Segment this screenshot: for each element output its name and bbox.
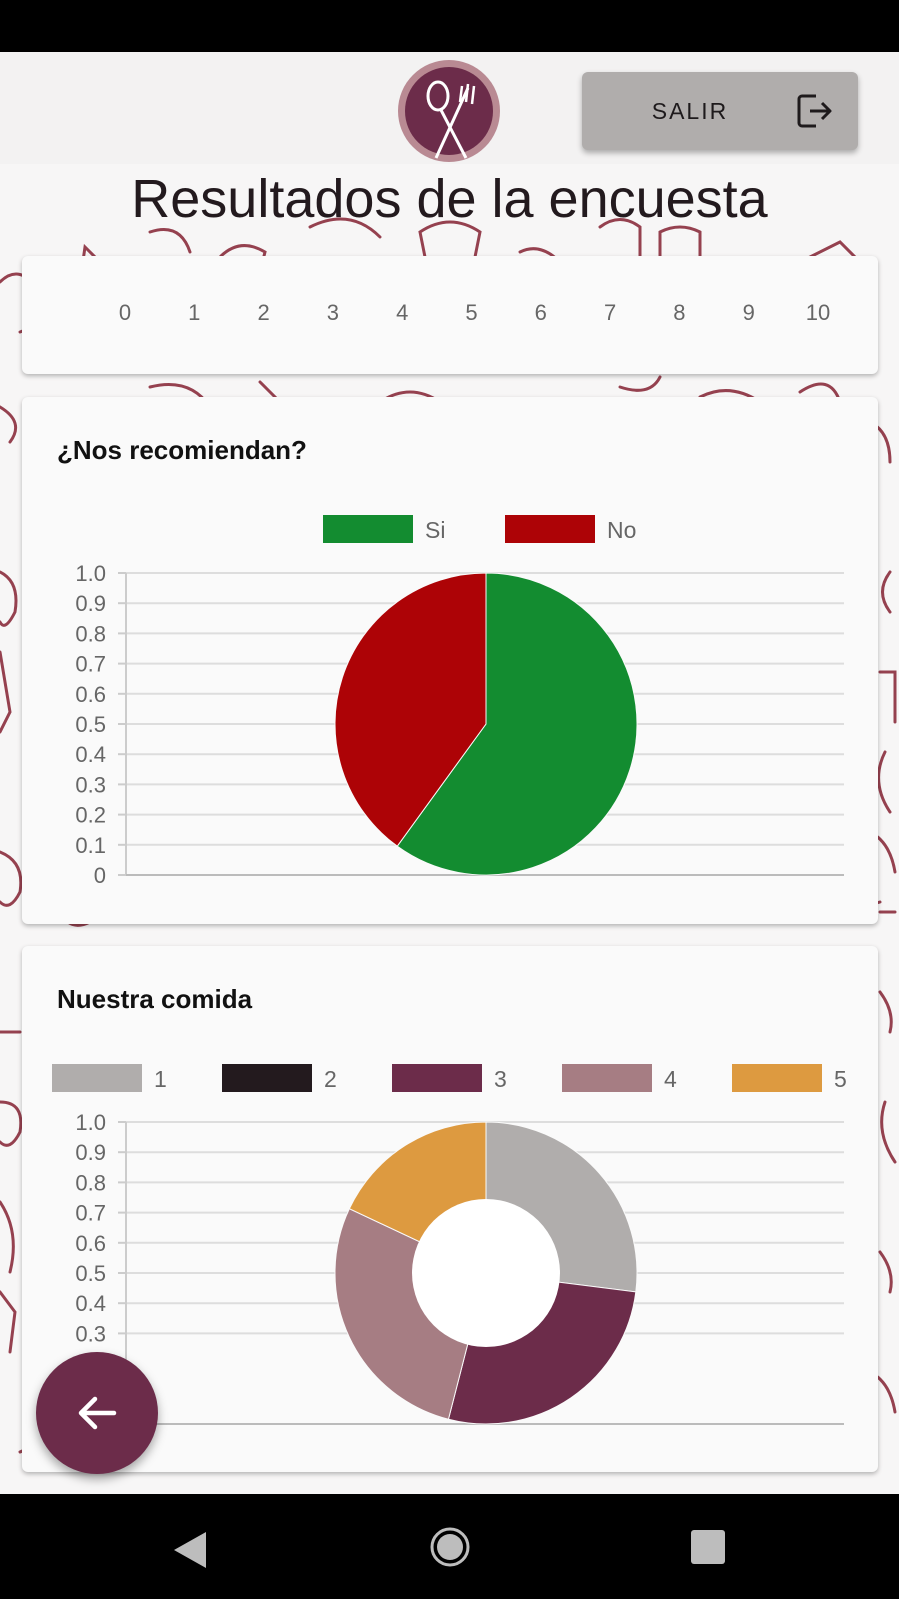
- legend-label-No: No: [607, 517, 636, 543]
- legend-label-Si: Si: [425, 517, 445, 543]
- legend-swatch-Si: [323, 515, 413, 543]
- y-tick-label: 0.1: [75, 833, 106, 858]
- page-title: Resultados de la encuesta: [0, 168, 899, 230]
- legend-swatch-5: [732, 1064, 822, 1092]
- x-tick-label: 0: [119, 300, 131, 325]
- exit-button[interactable]: SALIR: [582, 72, 858, 150]
- partial-chart-svg: 0 1 2 3 4 5 6 7 8 9 10: [22, 256, 878, 374]
- x-tick-label: 3: [327, 300, 339, 325]
- fork-spoon-logo-icon: [396, 58, 502, 164]
- legend-swatch-No: [505, 515, 595, 543]
- nav-back-icon[interactable]: [172, 1530, 208, 1570]
- y-tick-label: 1.0: [75, 561, 106, 586]
- status-bar: [0, 0, 899, 52]
- legend-label-1: 1: [154, 1066, 167, 1092]
- y-tick-label: 0.5: [75, 712, 106, 737]
- recommend-chart: Si No 1.0 0.9 0.8 0.7 0.6 0.5 0.4 0.3 0.2 0.1 0: [22, 397, 878, 924]
- y-tick-label: 0.2: [75, 803, 106, 828]
- y-tick-label: 0.8: [75, 1170, 106, 1195]
- card-recommend: ¿Nos recomiendan? Si No 1.0 0.9 0.8 0.7 0.6 0.5…: [22, 397, 878, 924]
- y-tick-label: 0.7: [75, 1201, 106, 1226]
- y-tick-label: 0.3: [75, 1321, 106, 1346]
- legend-label-2: 2: [324, 1066, 337, 1092]
- donut-hole: [412, 1199, 560, 1347]
- y-tick-label: 0.4: [75, 742, 106, 767]
- back-fab-button[interactable]: [36, 1352, 158, 1474]
- x-tick-label: 9: [743, 300, 755, 325]
- nav-recent-icon[interactable]: [691, 1530, 725, 1564]
- exit-button-label: SALIR: [652, 98, 728, 125]
- x-tick-label: 6: [535, 300, 547, 325]
- y-tick-label: 0.6: [75, 1231, 106, 1256]
- legend-swatch-2: [222, 1064, 312, 1092]
- legend-swatch-3: [392, 1064, 482, 1092]
- logout-icon: [796, 92, 834, 130]
- y-tick-label: 0.5: [75, 1261, 106, 1286]
- y-tick-label: 0.7: [75, 652, 106, 677]
- x-tick-label: 10: [806, 300, 830, 325]
- arrow-back-icon: [74, 1390, 120, 1436]
- y-tick-label: 0: [94, 863, 106, 888]
- legend-label-3: 3: [494, 1066, 507, 1092]
- y-tick-label: 0.6: [75, 682, 106, 707]
- legend-label-5: 5: [834, 1066, 847, 1092]
- x-tick-label: 2: [257, 300, 269, 325]
- y-tick-label: 0.3: [75, 772, 106, 797]
- x-tick-label: 4: [396, 300, 408, 325]
- card-partial-chart: 0 1 2 3 4 5 6 7 8 9 10: [22, 256, 878, 374]
- x-tick-label: 8: [673, 300, 685, 325]
- legend-swatch-4: [562, 1064, 652, 1092]
- x-tick-label: 5: [465, 300, 477, 325]
- y-tick-label: 0.9: [75, 591, 106, 616]
- y-tick-label: 0.9: [75, 1140, 106, 1165]
- legend-swatch-1: [52, 1064, 142, 1092]
- y-tick-label: 0.8: [75, 621, 106, 646]
- y-tick-label: 0.4: [75, 1291, 106, 1316]
- legend-label-4: 4: [664, 1066, 677, 1092]
- nav-home-icon[interactable]: [429, 1526, 471, 1568]
- x-tick-label: 1: [188, 300, 200, 325]
- x-tick-label: 7: [604, 300, 616, 325]
- y-tick-label: 1.0: [75, 1110, 106, 1135]
